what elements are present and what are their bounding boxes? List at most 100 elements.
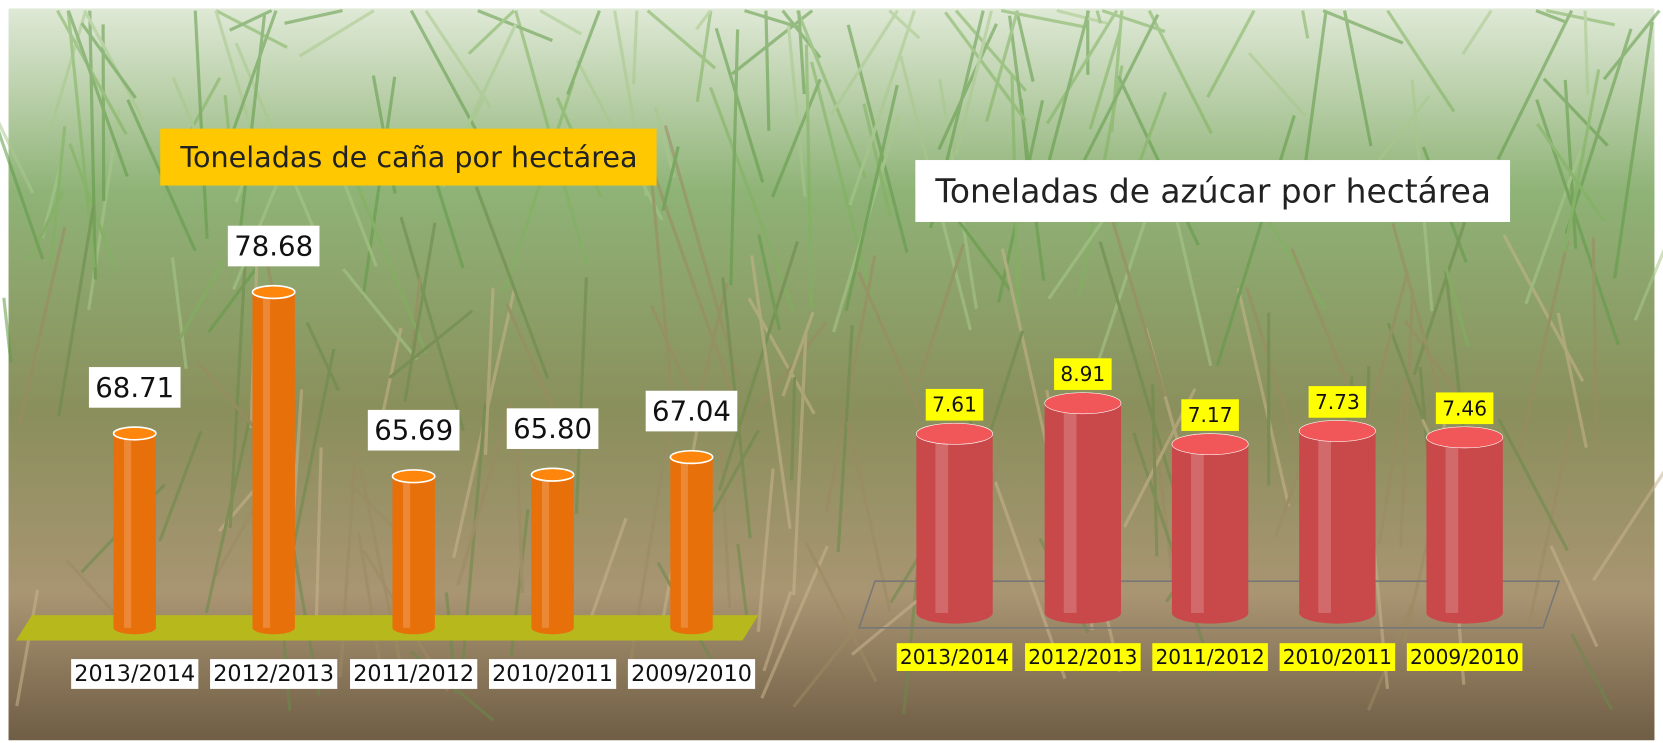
value-label: 65.80 <box>513 412 592 445</box>
grass-blade <box>1602 9 1661 81</box>
grass-blade <box>792 333 808 596</box>
x-tick-label: 2009/2010 <box>631 661 752 687</box>
bar-top <box>669 449 714 465</box>
grass-blade <box>985 10 1019 122</box>
grass-blade <box>1545 9 1616 27</box>
bar-shine <box>403 476 411 628</box>
grass-blade <box>1556 312 1588 448</box>
value-label: 78.68 <box>234 230 313 263</box>
bar-top <box>1171 433 1249 456</box>
bar-top <box>1298 420 1376 442</box>
bar-shine <box>1318 430 1332 613</box>
bar-top <box>1044 392 1122 415</box>
value-label: 8.91 <box>1060 362 1105 386</box>
grass-blade <box>399 216 465 432</box>
grass-blade <box>1570 633 1614 711</box>
grass-blade <box>709 86 796 313</box>
x-tick-label-box <box>896 643 1013 671</box>
grass-blade <box>1215 115 1296 367</box>
grass-blade <box>15 589 40 707</box>
chart-title: Toneladas de azúcar por hectárea <box>934 172 1491 211</box>
grass-blade <box>1535 9 1568 24</box>
grass-blade <box>1496 9 1574 160</box>
grass-blade <box>756 468 775 632</box>
x-tick-label-box <box>1279 643 1396 671</box>
grass-blade <box>1101 9 1166 33</box>
grass-blade <box>1443 264 1470 348</box>
grass-blade <box>1592 470 1663 582</box>
bar-top <box>1426 426 1504 449</box>
grass-blade <box>1322 9 1404 45</box>
grass-blade <box>954 10 993 156</box>
grass-blade <box>456 401 513 586</box>
x-tick-label-box <box>1406 643 1523 671</box>
grass-blade <box>80 22 137 99</box>
value-label-box <box>1054 358 1112 390</box>
value-label-box <box>227 225 320 267</box>
x-tick-label: 2011/2012 <box>353 661 474 687</box>
grass-blade <box>944 11 1027 122</box>
grass-blade <box>424 9 493 109</box>
bar-shine <box>935 433 949 613</box>
grass-blade <box>954 9 1028 92</box>
grass-blade <box>647 157 674 398</box>
bar-top <box>530 467 575 482</box>
x-tick-label: 2011/2012 <box>1155 645 1264 669</box>
value-label: 68.71 <box>95 371 174 404</box>
grass-blade <box>695 10 713 102</box>
grass-blade <box>1342 10 1373 147</box>
chart-title-box <box>160 128 657 186</box>
grass-blade <box>646 9 717 70</box>
grass-blade <box>355 183 428 354</box>
grass-blade <box>829 9 899 116</box>
grass-blade <box>314 447 323 621</box>
grass-blade <box>917 243 965 383</box>
grass-blade <box>289 348 336 561</box>
grass-blade <box>696 282 729 407</box>
grass-blade <box>1583 10 1590 95</box>
grass-blade <box>795 10 867 179</box>
grass-blade <box>225 10 278 149</box>
grass-blade <box>844 84 899 312</box>
value-label-box <box>88 367 181 408</box>
grass-blade <box>1040 10 1091 188</box>
x-tick-label: 2010/2011 <box>1283 645 1392 669</box>
bar <box>1299 430 1376 613</box>
grass-blade <box>714 27 765 183</box>
value-label: 7.73 <box>1315 390 1360 414</box>
grass-blade <box>1536 123 1606 222</box>
grass-blade <box>1461 9 1493 56</box>
bar <box>531 474 574 628</box>
grass-blade <box>88 10 98 280</box>
grass-blade <box>792 617 866 708</box>
bar <box>252 292 295 628</box>
bar <box>670 457 713 628</box>
grass-blade <box>937 23 998 151</box>
grass-blade <box>846 422 892 613</box>
grass-blade <box>744 9 802 30</box>
grass-blade <box>1542 77 1609 147</box>
grass-blade <box>786 24 807 197</box>
x-tick-label-box <box>1025 643 1141 671</box>
bar-shine <box>680 457 688 628</box>
grass-blade <box>836 324 854 553</box>
grass-blade <box>0 130 45 260</box>
x-tick-label-box <box>627 659 756 689</box>
grass-blade <box>760 545 829 699</box>
grass-blade <box>431 170 465 269</box>
grass-blade <box>790 377 797 481</box>
grass-blade <box>1633 248 1663 321</box>
grass-blade <box>566 10 601 96</box>
bar <box>1171 444 1249 613</box>
value-label: 65.69 <box>374 414 453 447</box>
x-tick-label: 2012/2013 <box>213 661 334 687</box>
grass-blade <box>653 106 676 178</box>
grass-blade <box>467 9 516 55</box>
grass-blade <box>1047 214 1108 300</box>
x-tick-label: 2013/2014 <box>900 645 1009 669</box>
bar-top <box>112 426 157 441</box>
grass-blade <box>215 9 288 49</box>
value-label-box <box>1308 386 1367 418</box>
grass-blade <box>1527 423 1573 624</box>
